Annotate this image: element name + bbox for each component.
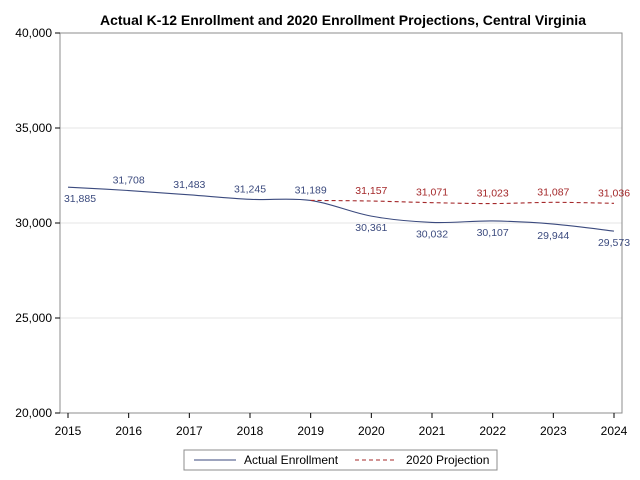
data-label-actual-enrollment-2016: 31,708 [113,175,145,187]
data-label-2020-projection-2024: 31,036 [598,187,630,199]
data-label-actual-enrollment-2017: 31,483 [173,179,205,191]
data-label-2020-projection-2021: 31,071 [416,187,448,199]
x-tick-label-2: 2017 [176,424,203,438]
x-tick-label-9: 2024 [601,424,628,438]
y-axis: 20,000 25,000 30,000 35,000 40,000 [15,26,60,420]
data-label-2020-projection-2022: 31,023 [477,188,509,200]
legend: Actual Enrollment 2020 Projection [183,449,498,471]
data-labels: 31,885 31,708 31,483 31,245 31,189 30,361 30,0… [64,175,630,250]
x-tick-label-3: 2018 [237,424,264,438]
grid-lines [60,127,622,319]
data-label-2020-projection-2023: 31,087 [537,186,569,198]
data-label-actual-enrollment-2021: 30,032 [416,228,448,240]
chart-title: Actual K-12 Enrollment and 2020 Enrollme… [100,12,586,28]
data-label-actual-enrollment-2018: 31,245 [234,183,266,195]
x-tick-label-8: 2023 [540,424,567,438]
x-tick-label-7: 2022 [479,424,506,438]
y-tick-label-2: 30,000 [15,216,52,230]
x-tick-label-5: 2020 [358,424,385,438]
x-axis: 2015 2016 2017 2018 2019 2020 2021 2022 2023 2024 [55,413,628,438]
x-tick-label-4: 2019 [297,424,324,438]
series-lines [67,186,615,232]
x-tick-label-1: 2016 [115,424,142,438]
data-label-actual-enrollment-2024: 29,573 [598,237,630,249]
series-line-2020-projection [310,199,615,205]
y-tick-label-0: 20,000 [15,406,52,420]
y-tick-label-4: 40,000 [15,26,52,40]
data-label-actual-enrollment-2020: 30,361 [355,222,387,234]
legend-label-actual-enrollment: Actual Enrollment [244,453,339,467]
x-tick-label-6: 2021 [419,424,446,438]
y-tick-label-1: 25,000 [15,311,52,325]
legend-frame [183,449,498,471]
data-label-actual-enrollment-2015: 31,885 [64,193,96,205]
data-label-actual-enrollment-2022: 30,107 [477,227,509,239]
data-label-actual-enrollment-2023: 29,944 [537,230,569,242]
y-tick-label-3: 35,000 [15,121,52,135]
x-tick-label-0: 2015 [55,424,82,438]
data-label-actual-enrollment-2019: 31,189 [295,184,327,196]
series-line-actual-enrollment [67,186,615,232]
legend-label-2020-projection: 2020 Projection [406,453,489,467]
data-label-2020-projection-2020: 31,157 [355,185,387,197]
